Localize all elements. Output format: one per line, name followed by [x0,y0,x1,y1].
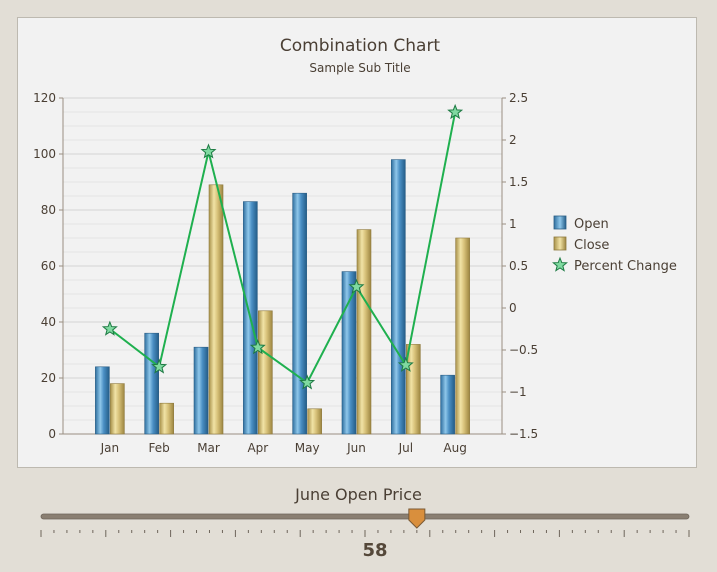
chart-title: Combination Chart [280,36,441,56]
bar-open [193,346,209,435]
y-right-tick-label: 1.5 [509,175,528,189]
slider-value: 58 [362,540,388,561]
y-left-tick-label: 80 [41,203,56,217]
x-tick-label: Aug [443,441,466,455]
bar-open [440,374,455,435]
y-right-tick-label: 0.5 [509,259,528,273]
y-right-tick-label: 1 [509,217,517,231]
legend-label: Close [574,238,609,253]
point-percent-change [348,278,365,294]
legend-swatch-open [553,215,567,230]
x-tick-label: Jun [346,441,366,455]
bar-close [110,383,125,435]
bar-close [406,344,421,435]
bar-open [391,159,406,435]
bar-close [258,310,273,435]
y-left-tick-label: 60 [41,259,56,273]
x-tick-label: Mar [197,441,220,455]
y-left-tick-label: 0 [48,427,56,441]
point-percent-change [397,356,414,372]
legend-label: Open [574,217,609,232]
point-percent-change [151,358,168,374]
line-percent-change [109,112,457,385]
y-left-tick-label: 40 [41,315,56,329]
y-left-tick-label: 120 [33,91,56,105]
price-slider[interactable] [0,505,717,540]
y-left-tick-label: 20 [41,371,56,385]
slider-title: June Open Price [295,485,422,504]
y-right-tick-label: 2 [509,133,517,147]
legend-swatch-close [553,236,567,251]
chart-panel: Combination Chart Sample Sub Title 0 20 40 60… [17,17,697,468]
y-right-tick-label: 2.5 [509,91,528,105]
y-right-tick-label: −1 [509,385,527,399]
bar-open [341,271,357,435]
slider-track [40,513,690,520]
x-tick-label: Feb [149,441,170,455]
legend-swatch-percent-change [552,256,568,272]
chart-subtitle: Sample Sub Title [309,61,410,75]
x-tick-label: Apr [247,441,268,455]
point-percent-change [200,143,217,159]
bar-close [455,237,470,435]
point-percent-change [299,374,316,390]
bar-close [356,229,372,435]
legend-label: Percent Change [574,259,677,274]
y-left-tick-label: 100 [33,147,56,161]
x-tick-label: May [295,441,320,455]
bar-open [292,192,307,435]
point-percent-change [447,103,464,120]
slider-thumb[interactable] [408,508,426,529]
bar-open [95,366,110,435]
x-tick-label: Jan [100,441,120,455]
bar-close [208,184,224,435]
bar-close [307,408,322,435]
bar-open [144,332,159,435]
point-percent-change [101,320,118,336]
y-right-tick-label: −0.5 [509,343,538,357]
point-percent-change [249,339,266,355]
y-right-tick-label: −1.5 [509,427,538,441]
bar-close [159,402,174,435]
x-tick-label: Jul [398,441,413,455]
y-right-tick-label: 0 [509,301,517,315]
